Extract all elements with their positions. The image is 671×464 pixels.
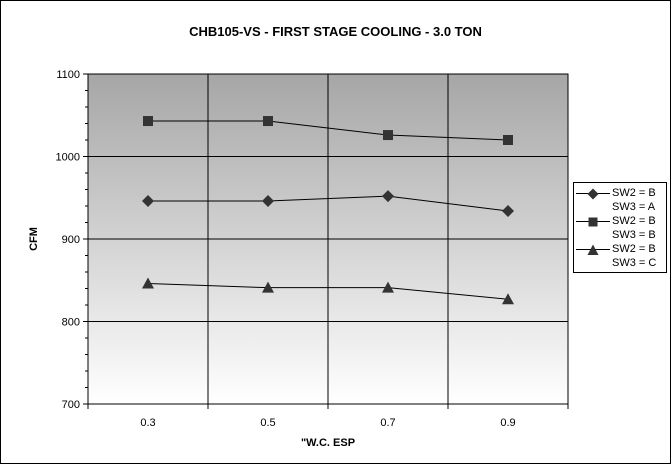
series-line [148, 120, 509, 141]
diamond-marker-icon [587, 188, 599, 200]
y-axis-label: CFM [28, 227, 40, 251]
x-tick-label: 0.7 [380, 417, 395, 429]
y-tick-label: 1000 [56, 152, 80, 164]
data-point-square [263, 116, 273, 127]
data-point-diamond [382, 190, 394, 203]
x-tick-label: 0.9 [500, 417, 515, 429]
data-point-triangle [142, 277, 154, 289]
legend-label: SW2 = B [612, 215, 656, 227]
chart-legend: SW2 = B SW3 = A SW2 = B SW3 = B SW2 = B … [573, 182, 667, 273]
legend-item: SW2 = B SW3 = C [574, 243, 666, 271]
legend-item: SW2 = B SW3 = B [574, 215, 666, 243]
y-tick-label: 900 [62, 234, 80, 246]
legend-label: SW3 = B [612, 229, 656, 241]
y-tick-label: 700 [62, 399, 80, 411]
data-point-diamond [502, 204, 514, 217]
series-line [147, 283, 509, 300]
data-point-diamond [262, 195, 274, 208]
y-tick-label: 1100 [56, 69, 80, 81]
legend-label: SW3 = A [612, 201, 656, 213]
series-line [148, 195, 509, 212]
data-point-square [143, 116, 153, 127]
x-tick-label: 0.3 [140, 417, 155, 429]
data-point-square [503, 135, 513, 145]
legend-label: SW2 = B [612, 243, 656, 255]
data-point-triangle [382, 281, 394, 293]
y-tick-label: 800 [62, 317, 80, 329]
x-tick-label: 0.5 [260, 417, 275, 429]
chart-title: CHB105-VS - FIRST STAGE COOLING - 3.0 TO… [189, 24, 482, 39]
legend-label: SW3 = C [612, 257, 657, 269]
data-point-triangle [262, 281, 274, 293]
legend-label: SW2 = B [612, 187, 656, 199]
data-point-diamond [142, 195, 154, 208]
x-axis-label: "W.C. ESP [301, 437, 355, 449]
square-marker-icon [588, 217, 598, 227]
triangle-marker-icon [587, 244, 599, 255]
legend-item: SW2 = B SW3 = A [574, 187, 666, 215]
data-point-square [383, 130, 393, 141]
data-point-triangle [502, 293, 514, 305]
